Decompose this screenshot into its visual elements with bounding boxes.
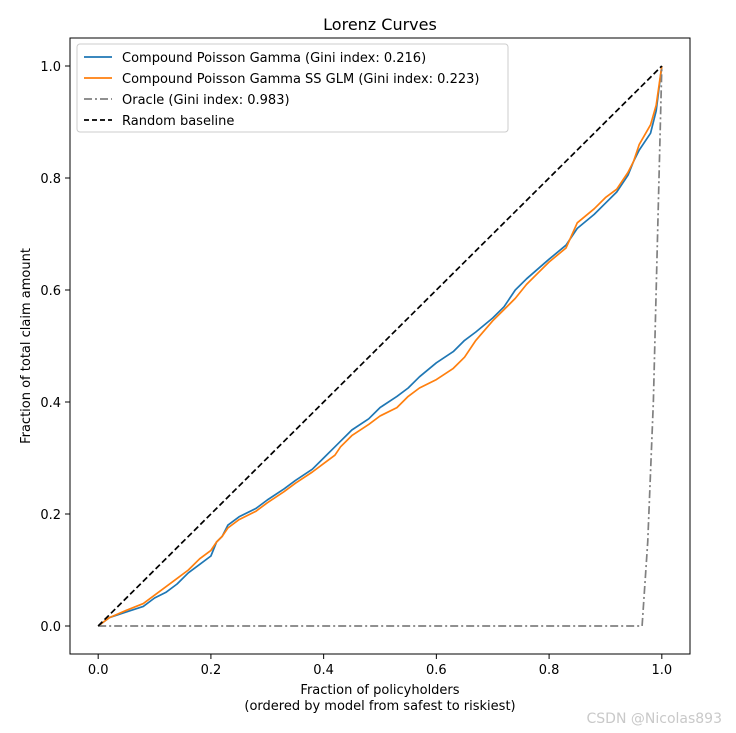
series-lines bbox=[97, 65, 663, 627]
x-tick-label: 0.6 bbox=[426, 663, 447, 678]
y-tick-label: 0.0 bbox=[40, 620, 61, 635]
series-line-ss-glm bbox=[97, 65, 663, 627]
y-axis-label: Fraction of total claim amount bbox=[19, 248, 34, 444]
series-line-poisson-gamma bbox=[97, 65, 663, 627]
legend-label-oracle: Oracle (Gini index: 0.983) bbox=[122, 93, 290, 108]
legend: Compound Poisson Gamma (Gini index: 0.21… bbox=[76, 43, 509, 133]
x-axis-label-line1: Fraction of policyholders bbox=[300, 683, 459, 698]
y-tick-label: 0.4 bbox=[40, 396, 61, 411]
legend-label-random: Random baseline bbox=[122, 114, 234, 129]
x-tick-label: 1.0 bbox=[651, 663, 672, 678]
chart-title: Lorenz Curves bbox=[323, 15, 437, 34]
x-tick-label: 0.4 bbox=[313, 663, 334, 678]
x-tick-label: 0.8 bbox=[539, 663, 560, 678]
plot-area-frame bbox=[69, 37, 691, 655]
x-tick-label: 0.2 bbox=[201, 663, 222, 678]
y-tick-label: 0.6 bbox=[40, 284, 61, 299]
series-line-oracle bbox=[98, 65, 663, 627]
series-line-random-baseline bbox=[97, 65, 663, 627]
x-axis-label-line2: (ordered by model from safest to riskies… bbox=[244, 699, 515, 714]
y-tick-label: 0.8 bbox=[40, 172, 61, 187]
axis-ticks: 0.0 0.2 0.4 0.6 0.8 1.0 0.0 0.2 0.4 0.6 0.8 1.0 bbox=[40, 60, 672, 678]
watermark: CSDN @Nicolas893 bbox=[586, 711, 722, 727]
y-tick-label: 0.2 bbox=[40, 508, 61, 523]
y-tick-label: 1.0 bbox=[40, 60, 61, 75]
legend-box bbox=[76, 43, 509, 133]
legend-label-ss-glm: Compound Poisson Gamma SS GLM (Gini inde… bbox=[122, 72, 479, 87]
x-tick-label: 0.0 bbox=[88, 663, 109, 678]
legend-label-poisson-gamma: Compound Poisson Gamma (Gini index: 0.21… bbox=[122, 51, 426, 66]
